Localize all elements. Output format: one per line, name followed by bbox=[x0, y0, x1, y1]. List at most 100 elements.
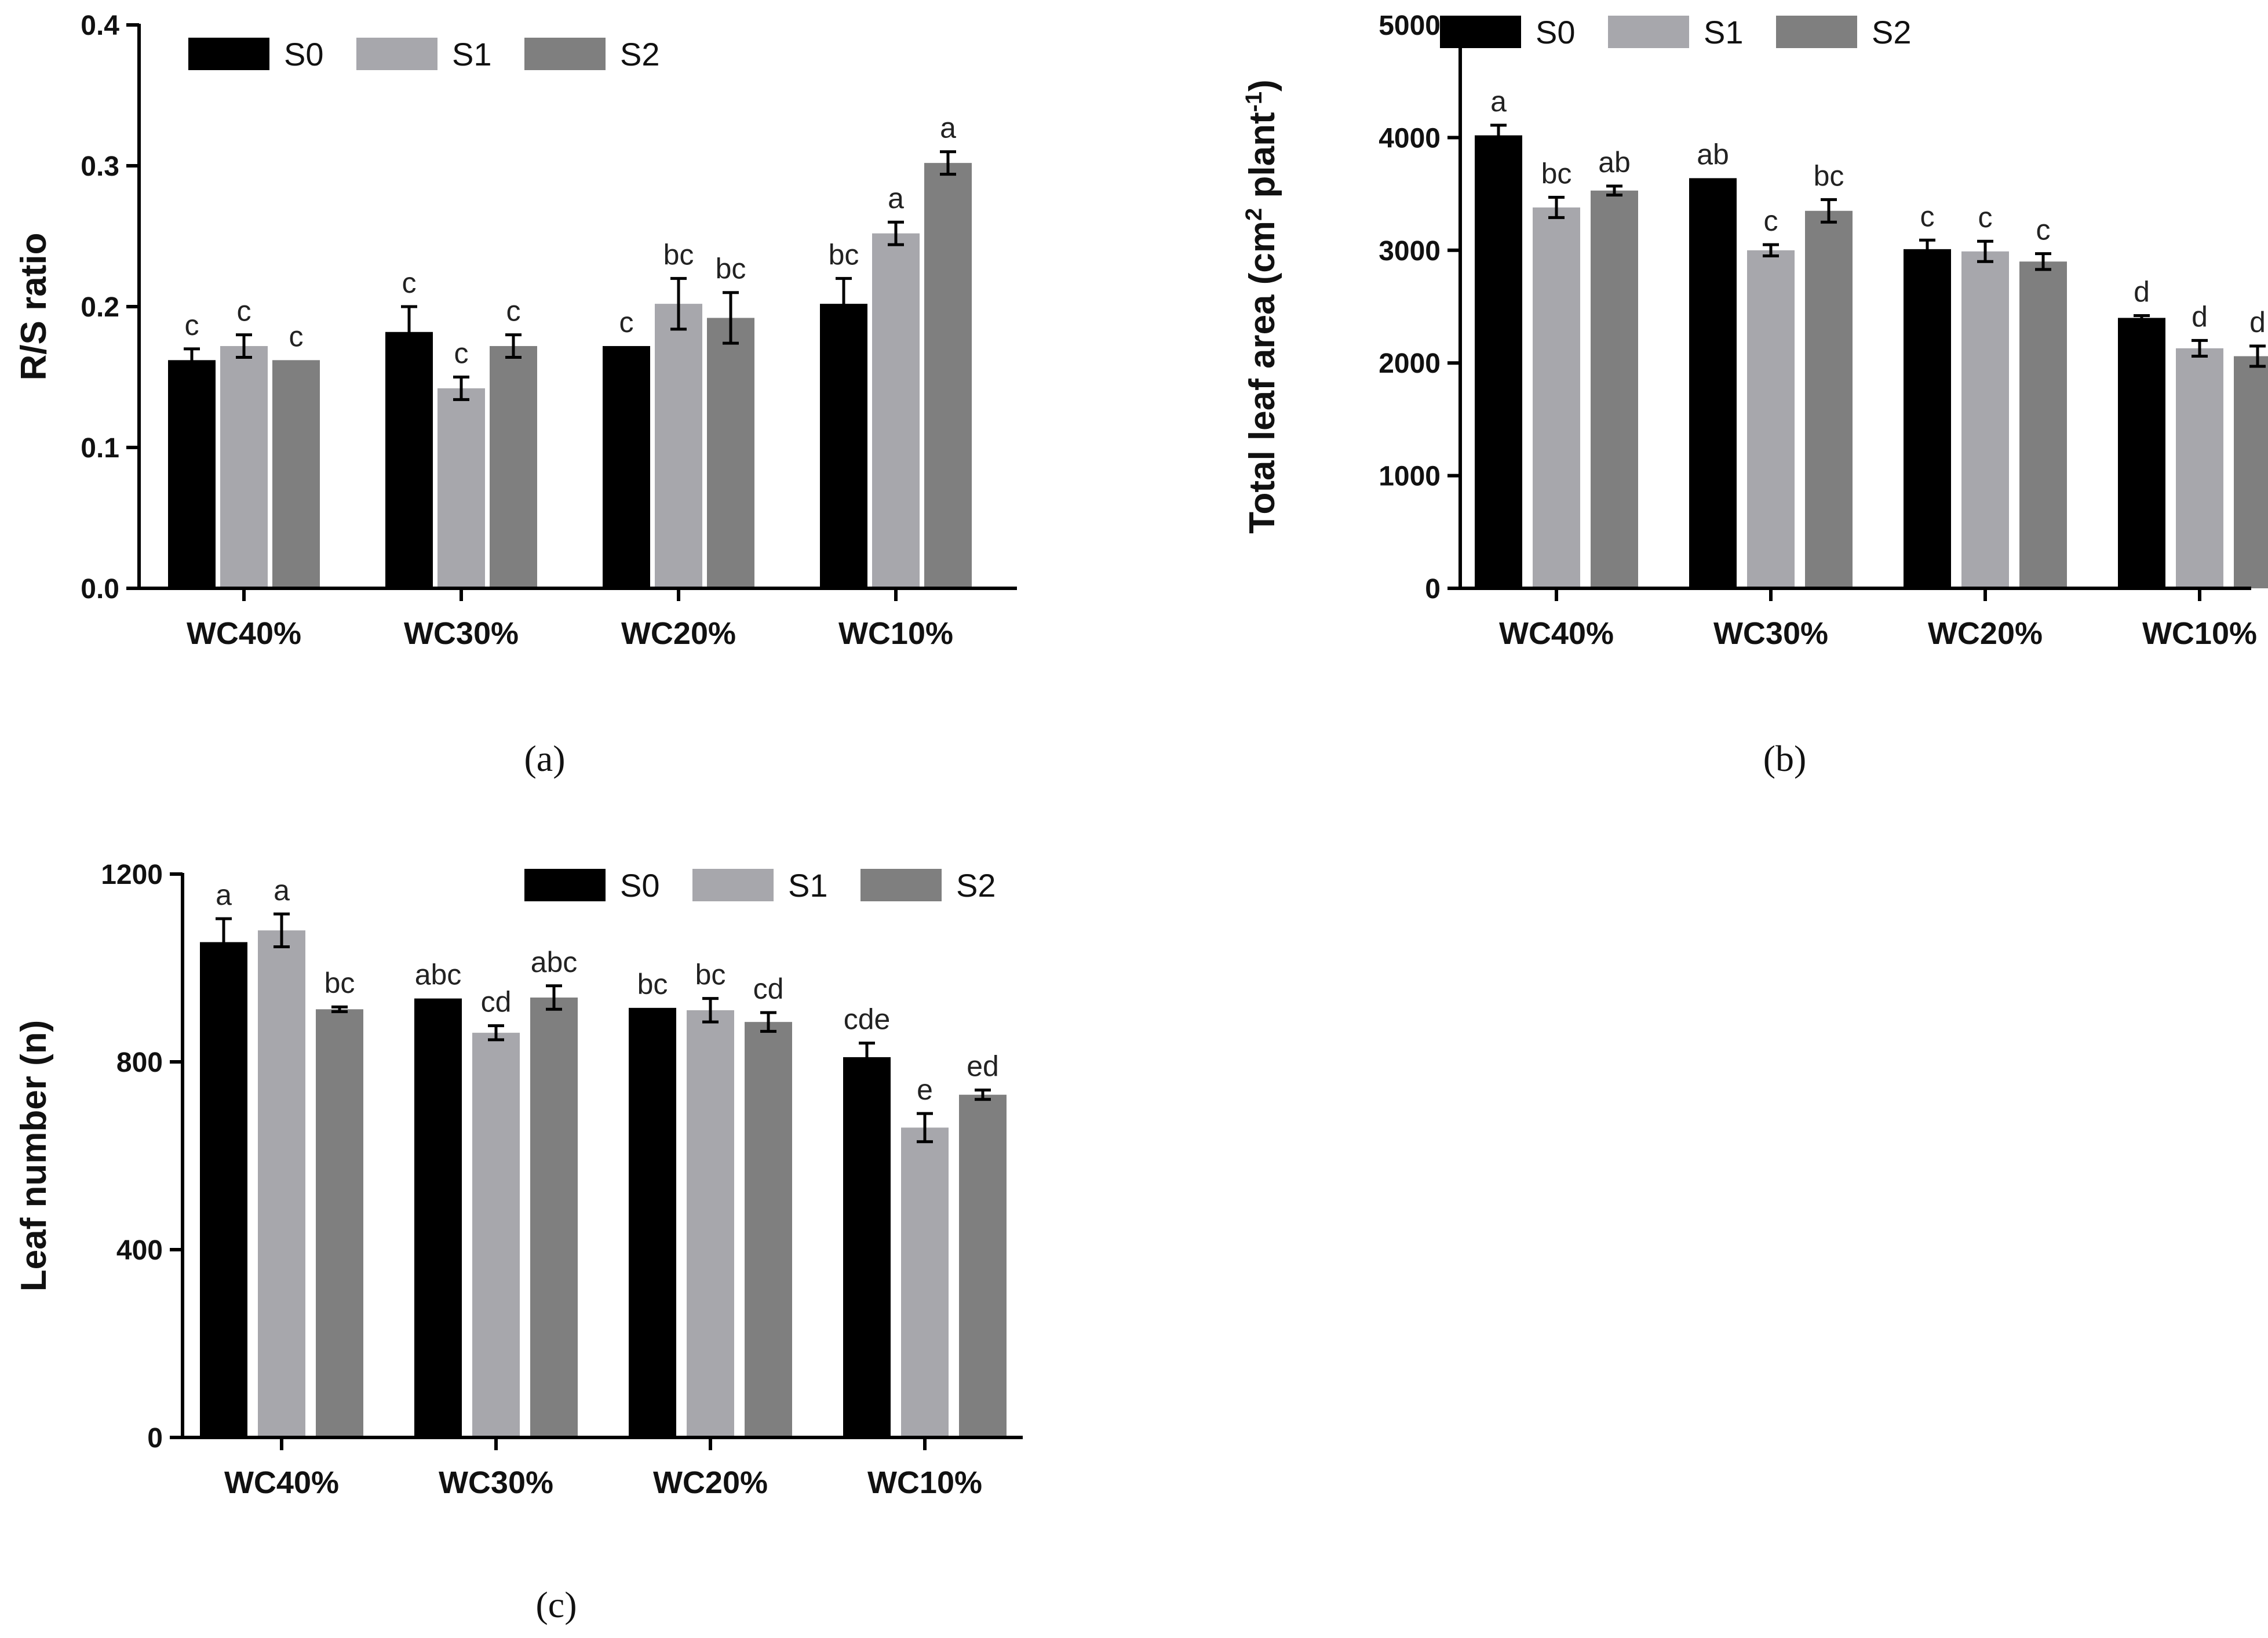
significance-letter: ab bbox=[1598, 146, 1631, 179]
bar-s0-0 bbox=[1475, 135, 1522, 589]
y-tick-label: 5000 bbox=[1379, 10, 1441, 41]
panel-label: (a) bbox=[524, 738, 565, 779]
significance-letter: abc bbox=[531, 946, 578, 978]
x-category-label: WC40% bbox=[1499, 616, 1614, 651]
bar-s2-3 bbox=[2234, 356, 2268, 588]
x-category-label: WC20% bbox=[653, 1465, 768, 1500]
bar-s2-1 bbox=[490, 346, 537, 588]
y-tick-label: 0.3 bbox=[81, 151, 119, 182]
legend-label-s1: S1 bbox=[452, 36, 492, 72]
legend-label-s1: S1 bbox=[1704, 14, 1744, 50]
x-category-label: WC10% bbox=[838, 616, 953, 651]
y-axis-title-part: R/S ratio bbox=[14, 233, 54, 381]
y-tick-label: 0.0 bbox=[81, 574, 119, 605]
legend-swatch-s0 bbox=[524, 869, 606, 901]
x-category-label: WC30% bbox=[439, 1465, 553, 1500]
bar-s1-1 bbox=[437, 388, 485, 588]
significance-letter: c bbox=[402, 267, 417, 299]
y-tick-label: 0.4 bbox=[81, 10, 119, 41]
bar-s1-0 bbox=[258, 930, 305, 1437]
significance-letter: c bbox=[237, 295, 251, 327]
legend: S0 S1 S2 bbox=[188, 36, 660, 72]
significance-letter: a bbox=[216, 879, 232, 911]
bar-s0-3 bbox=[820, 304, 867, 588]
bar-s1-1 bbox=[1747, 250, 1795, 588]
x-category-label: WC20% bbox=[1928, 616, 2043, 651]
significance-letter: a bbox=[274, 874, 290, 907]
y-tick-label: 1000 bbox=[1379, 461, 1441, 492]
significance-letter: a bbox=[888, 182, 904, 214]
significance-letter: d bbox=[2192, 300, 2208, 333]
bar-s2-1 bbox=[530, 998, 578, 1437]
bar-s0-1 bbox=[414, 998, 462, 1437]
y-axis-title-part: ) bbox=[1242, 79, 1282, 92]
significance-letter: c bbox=[1764, 205, 1778, 237]
bar-s2-2 bbox=[745, 1022, 792, 1437]
significance-letter: a bbox=[940, 112, 956, 144]
y-tick-label: 1200 bbox=[101, 860, 163, 890]
bar-s1-2 bbox=[1961, 251, 2009, 588]
significance-letter: c bbox=[454, 337, 469, 370]
significance-letter: d bbox=[2134, 276, 2150, 308]
y-tick-label: 0 bbox=[1425, 574, 1441, 605]
bar-s2-0 bbox=[272, 360, 320, 588]
y-tick-label: 0.2 bbox=[81, 292, 119, 323]
legend-swatch-s2 bbox=[860, 869, 942, 901]
x-category-label: WC30% bbox=[404, 616, 519, 651]
legend-label-s0: S0 bbox=[284, 36, 324, 72]
significance-letter: a bbox=[1490, 85, 1507, 118]
legend: S0 S1 S2 bbox=[524, 867, 996, 904]
legend-label-s0: S0 bbox=[1536, 14, 1576, 50]
bar-s1-2 bbox=[655, 304, 702, 588]
y-tick-label: 2000 bbox=[1379, 348, 1441, 379]
bar-s0-0 bbox=[200, 942, 247, 1437]
bar-s2-1 bbox=[1805, 210, 1853, 588]
significance-letter: cd bbox=[753, 973, 784, 1005]
y-tick-label: 0.1 bbox=[81, 433, 119, 464]
x-category-label: WC20% bbox=[621, 616, 736, 651]
panel-label: (b) bbox=[1763, 738, 1807, 779]
bar-s2-3 bbox=[959, 1094, 1007, 1437]
bar-s1-3 bbox=[872, 233, 920, 588]
legend-label-s2: S2 bbox=[956, 867, 996, 904]
bar-s1-2 bbox=[687, 1010, 734, 1437]
bar-s2-0 bbox=[316, 1009, 363, 1437]
y-tick-label: 4000 bbox=[1379, 123, 1441, 154]
significance-letter: c bbox=[1978, 201, 1993, 234]
legend-swatch-s2 bbox=[1776, 16, 1857, 48]
bar-s2-0 bbox=[1591, 190, 1638, 588]
bar-s1-0 bbox=[220, 346, 268, 588]
bar-s0-1 bbox=[1689, 178, 1737, 588]
significance-letter: c bbox=[1920, 200, 1935, 232]
bar-s1-1 bbox=[472, 1032, 520, 1437]
bar-s0-2 bbox=[629, 1007, 676, 1437]
bar-s2-3 bbox=[924, 163, 972, 588]
bar-s1-3 bbox=[2176, 348, 2223, 588]
bar-s2-2 bbox=[707, 318, 754, 588]
bar-s2-2 bbox=[2019, 261, 2067, 588]
y-axis-title: R/S ratio bbox=[14, 233, 54, 381]
legend-label-s2: S2 bbox=[1872, 14, 1912, 50]
y-tick-label: 400 bbox=[116, 1235, 163, 1266]
legend: S0 S1 S2 bbox=[1440, 14, 1912, 50]
bar-s0-3 bbox=[843, 1057, 891, 1437]
y-tick-label: 0 bbox=[147, 1423, 163, 1454]
significance-letter: bc bbox=[695, 959, 726, 991]
significance-letter: bc bbox=[1814, 159, 1844, 192]
x-category-label: WC30% bbox=[1713, 616, 1828, 651]
x-category-label: WC10% bbox=[2142, 616, 2257, 651]
significance-letter: ed bbox=[967, 1050, 999, 1083]
y-axis-title-part: Total leaf area (cm bbox=[1242, 221, 1282, 534]
y-tick-label: 800 bbox=[116, 1047, 163, 1078]
significance-letter: cd bbox=[481, 986, 512, 1018]
significance-letter: e bbox=[917, 1073, 933, 1106]
y-tick-label: 3000 bbox=[1379, 236, 1441, 267]
significance-letter: c bbox=[2036, 214, 2051, 246]
legend-swatch-s0 bbox=[188, 38, 269, 70]
bar-s0-0 bbox=[168, 360, 216, 588]
y-axis-title-superscript: -1 bbox=[1241, 92, 1267, 112]
y-axis-title-part: plant bbox=[1242, 112, 1282, 208]
